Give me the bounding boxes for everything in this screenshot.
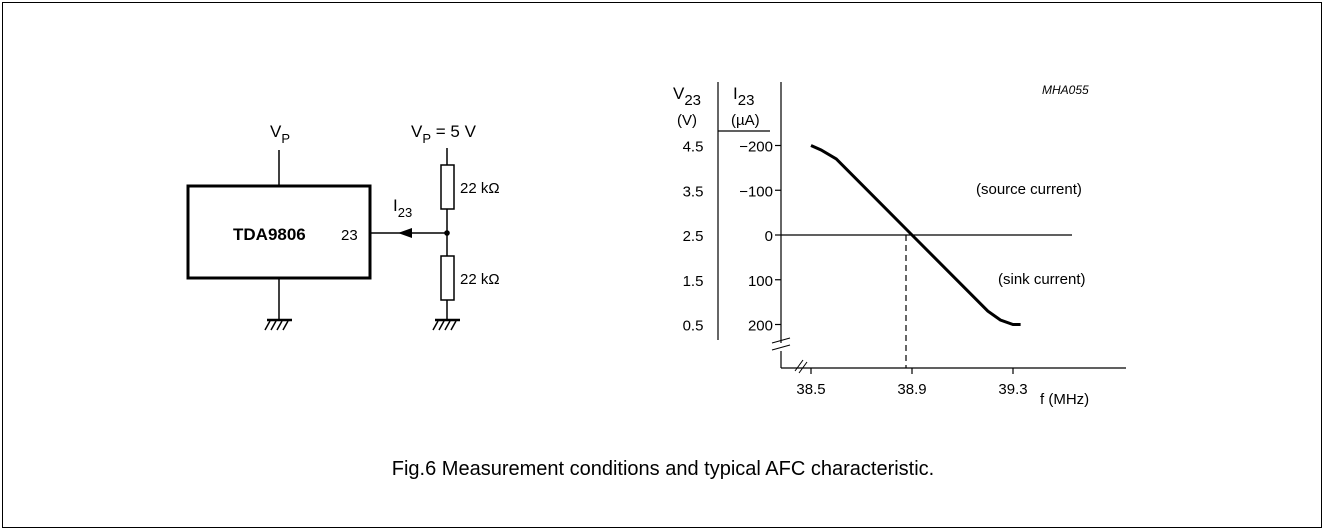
v-tick-label: 2.5 bbox=[683, 228, 704, 245]
pin-number: 23 bbox=[341, 227, 358, 244]
current-label: I23 bbox=[393, 196, 412, 220]
resistor-bottom bbox=[440, 255, 455, 301]
x-tick-labels: 38.5 38.9 39.3 bbox=[796, 381, 1027, 398]
y-tick-label: 200 bbox=[748, 318, 773, 335]
y-tick-marks bbox=[775, 144, 781, 326]
axis-break-marks bbox=[771, 337, 808, 374]
v-tick-label: 3.5 bbox=[683, 183, 704, 200]
y-tick-label: −200 bbox=[739, 139, 773, 156]
figure-code: MHA055 bbox=[1042, 83, 1089, 97]
v-header-unit: (V) bbox=[677, 112, 697, 129]
resistor-bottom-label: 22 kΩ bbox=[460, 271, 500, 288]
x-tick-marks bbox=[810, 368, 1014, 374]
x-tick-label: 38.5 bbox=[796, 381, 825, 398]
x-axis-label: f (MHz) bbox=[1040, 391, 1089, 408]
afc-curve bbox=[810, 144, 1021, 326]
i-header-unit: (µA) bbox=[731, 112, 760, 129]
ic-label: TDA9806 bbox=[233, 225, 306, 244]
circuit bbox=[186, 148, 460, 331]
y-tick-label: 100 bbox=[748, 273, 773, 290]
current-arrow bbox=[398, 228, 412, 238]
figure-caption: Fig.6 Measurement conditions and typical… bbox=[391, 458, 935, 480]
resistor-top-label: 22 kΩ bbox=[460, 180, 500, 197]
x-tick-label: 38.9 bbox=[897, 381, 926, 398]
y-tick-labels: −200 −100 0 100 200 bbox=[739, 139, 773, 335]
ground-symbol-right bbox=[432, 318, 460, 331]
v-tick-label: 0.5 bbox=[683, 318, 704, 335]
ground-symbol-left bbox=[264, 318, 292, 331]
junction-dot bbox=[444, 230, 450, 236]
supply-right-label: VP = 5 V bbox=[411, 122, 477, 146]
v-tick-label: 4.5 bbox=[683, 139, 704, 156]
i-header: I23 bbox=[733, 84, 754, 109]
supply-left-label: VP bbox=[270, 122, 290, 146]
y-tick-label: 0 bbox=[765, 228, 773, 245]
v-tick-labels: 4.5 3.5 2.5 1.5 0.5 bbox=[683, 139, 704, 335]
graph-axes bbox=[717, 82, 1126, 374]
x-tick-label: 39.3 bbox=[998, 381, 1027, 398]
annotation-sink: (sink current) bbox=[998, 271, 1086, 288]
resistor-top bbox=[440, 164, 455, 210]
y-tick-label: −100 bbox=[739, 183, 773, 200]
annotation-source: (source current) bbox=[976, 181, 1082, 198]
v-tick-label: 1.5 bbox=[683, 273, 704, 290]
v-header: V23 bbox=[673, 84, 701, 109]
